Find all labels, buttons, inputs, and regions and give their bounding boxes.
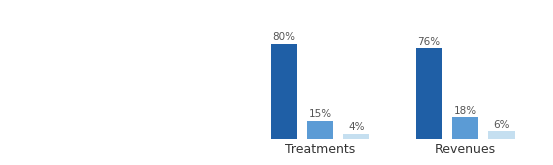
Text: 18%: 18% <box>453 106 477 116</box>
Text: 76%: 76% <box>418 37 441 47</box>
Bar <box>488 132 515 139</box>
Bar <box>307 121 333 139</box>
Text: 80%: 80% <box>272 32 295 42</box>
Bar <box>416 48 442 139</box>
Text: 6%: 6% <box>493 120 510 130</box>
Bar <box>270 44 297 139</box>
Text: 15%: 15% <box>309 109 332 119</box>
Bar <box>343 134 369 139</box>
Bar <box>452 117 478 139</box>
Text: 4%: 4% <box>348 122 364 132</box>
